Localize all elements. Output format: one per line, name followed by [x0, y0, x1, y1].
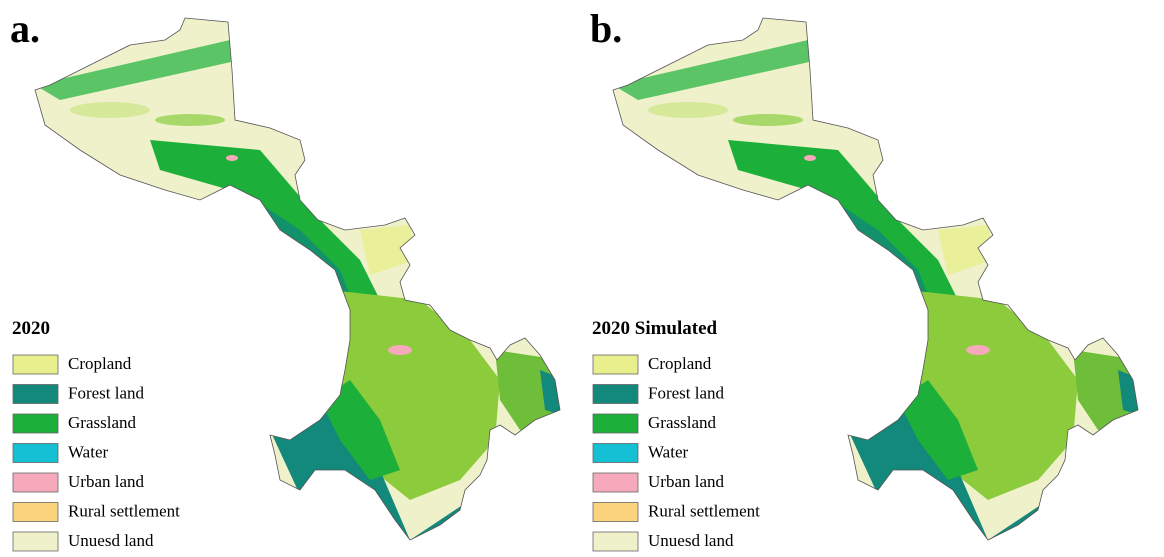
legend-swatch [12, 443, 59, 463]
legend-label: Water [68, 442, 108, 461]
legend-label: Water [648, 442, 688, 461]
panel-label: a. [10, 6, 40, 51]
legend-label: Forest land [68, 383, 145, 402]
legend-title: 2020 Simulated [592, 318, 718, 339]
legend-label: Grassland [648, 413, 716, 432]
legend-swatch [592, 443, 639, 463]
legend-swatch [12, 413, 59, 434]
legend-swatch [592, 472, 639, 493]
legend-label: Unuesd land [648, 531, 734, 550]
legend-swatch [592, 384, 639, 404]
legend-swatch [12, 354, 59, 375]
legend-label: Forest land [648, 383, 725, 402]
panel-label: b. [590, 6, 622, 51]
legend-label: Unuesd land [68, 531, 154, 550]
legend-swatch [592, 413, 639, 434]
legend-label: Grassland [68, 413, 136, 432]
legend-label: Urban land [648, 472, 725, 491]
legend-label: Cropland [648, 354, 712, 373]
legend-title: 2020 [12, 318, 50, 339]
legend-swatch [12, 384, 59, 404]
legend-label: Cropland [68, 354, 132, 373]
legend-swatch [592, 531, 639, 552]
legend-swatch [12, 472, 59, 493]
legend-swatch [592, 502, 639, 522]
legend-label: Rural settlement [648, 501, 760, 520]
legend-swatch [592, 354, 639, 375]
legend-swatch [12, 531, 59, 552]
legend-label: Rural settlement [68, 501, 180, 520]
legend-label: Urban land [68, 472, 145, 491]
legend-swatch [12, 502, 59, 522]
